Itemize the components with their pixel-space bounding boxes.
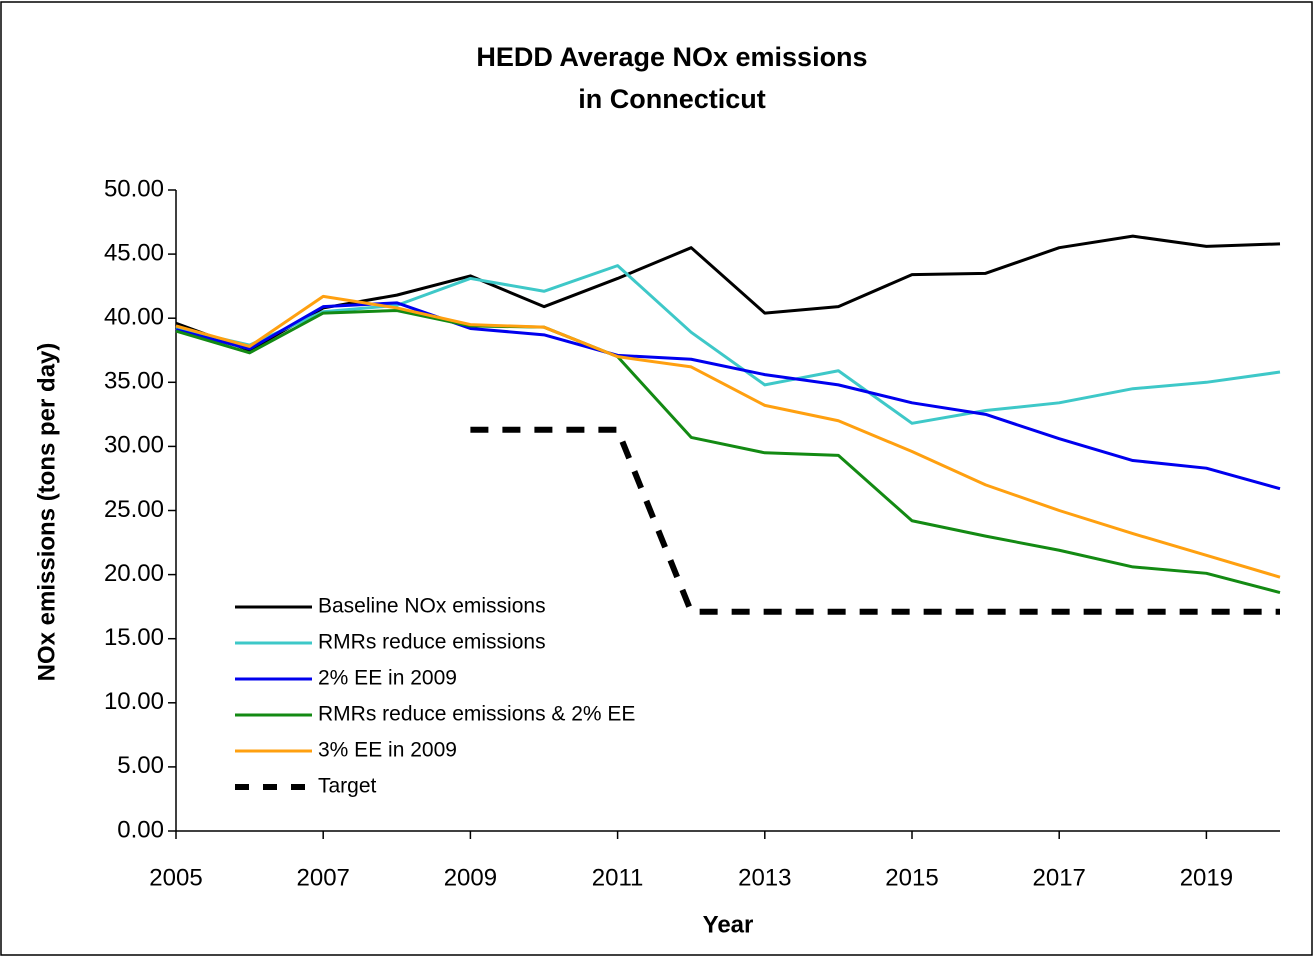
- y-tick-label: 30.00: [104, 432, 164, 459]
- legend-label: Target: [318, 775, 377, 798]
- x-tick-label: 2007: [297, 864, 350, 891]
- x-tick-label: 2017: [1033, 864, 1086, 891]
- x-tick-label: 2019: [1180, 864, 1233, 891]
- y-tick-label: 35.00: [104, 368, 164, 395]
- x-tick-label: 2009: [444, 864, 497, 891]
- x-tick-label: 2005: [149, 864, 202, 891]
- y-tick-label: 5.00: [117, 752, 164, 779]
- series-line: [175, 309, 1281, 594]
- y-axis-label: NOx emissions (tons per day): [33, 343, 60, 682]
- x-axis-label: Year: [703, 911, 754, 938]
- legend-label: Baseline NOx emissions: [318, 595, 546, 618]
- y-tick-label: 40.00: [104, 304, 164, 331]
- legend-label: 3% EE in 2009: [318, 739, 457, 762]
- legend-label: 2% EE in 2009: [318, 667, 457, 690]
- legend-label: RMRs reduce emissions & 2% EE: [318, 703, 635, 726]
- y-tick-label: 25.00: [104, 496, 164, 523]
- chart-title: in Connecticut: [578, 84, 766, 114]
- series-line: [470, 426, 1280, 615]
- y-tick-label: 0.00: [117, 816, 164, 843]
- y-tick-label: 45.00: [104, 239, 164, 266]
- y-tick-label: 10.00: [104, 688, 164, 715]
- series-line: [175, 264, 1281, 425]
- y-tick-label: 20.00: [104, 560, 164, 587]
- x-tick-label: 2015: [885, 864, 938, 891]
- x-tick-label: 2011: [592, 864, 644, 891]
- y-tick-label: 50.00: [104, 175, 164, 202]
- y-tick-label: 15.00: [104, 624, 164, 651]
- series-line: [175, 301, 1281, 491]
- legend-label: RMRs reduce emissions: [318, 631, 546, 654]
- chart-title: HEDD Average NOx emissions: [476, 42, 867, 72]
- x-tick-label: 2013: [738, 864, 791, 891]
- series-line: [175, 294, 1281, 579]
